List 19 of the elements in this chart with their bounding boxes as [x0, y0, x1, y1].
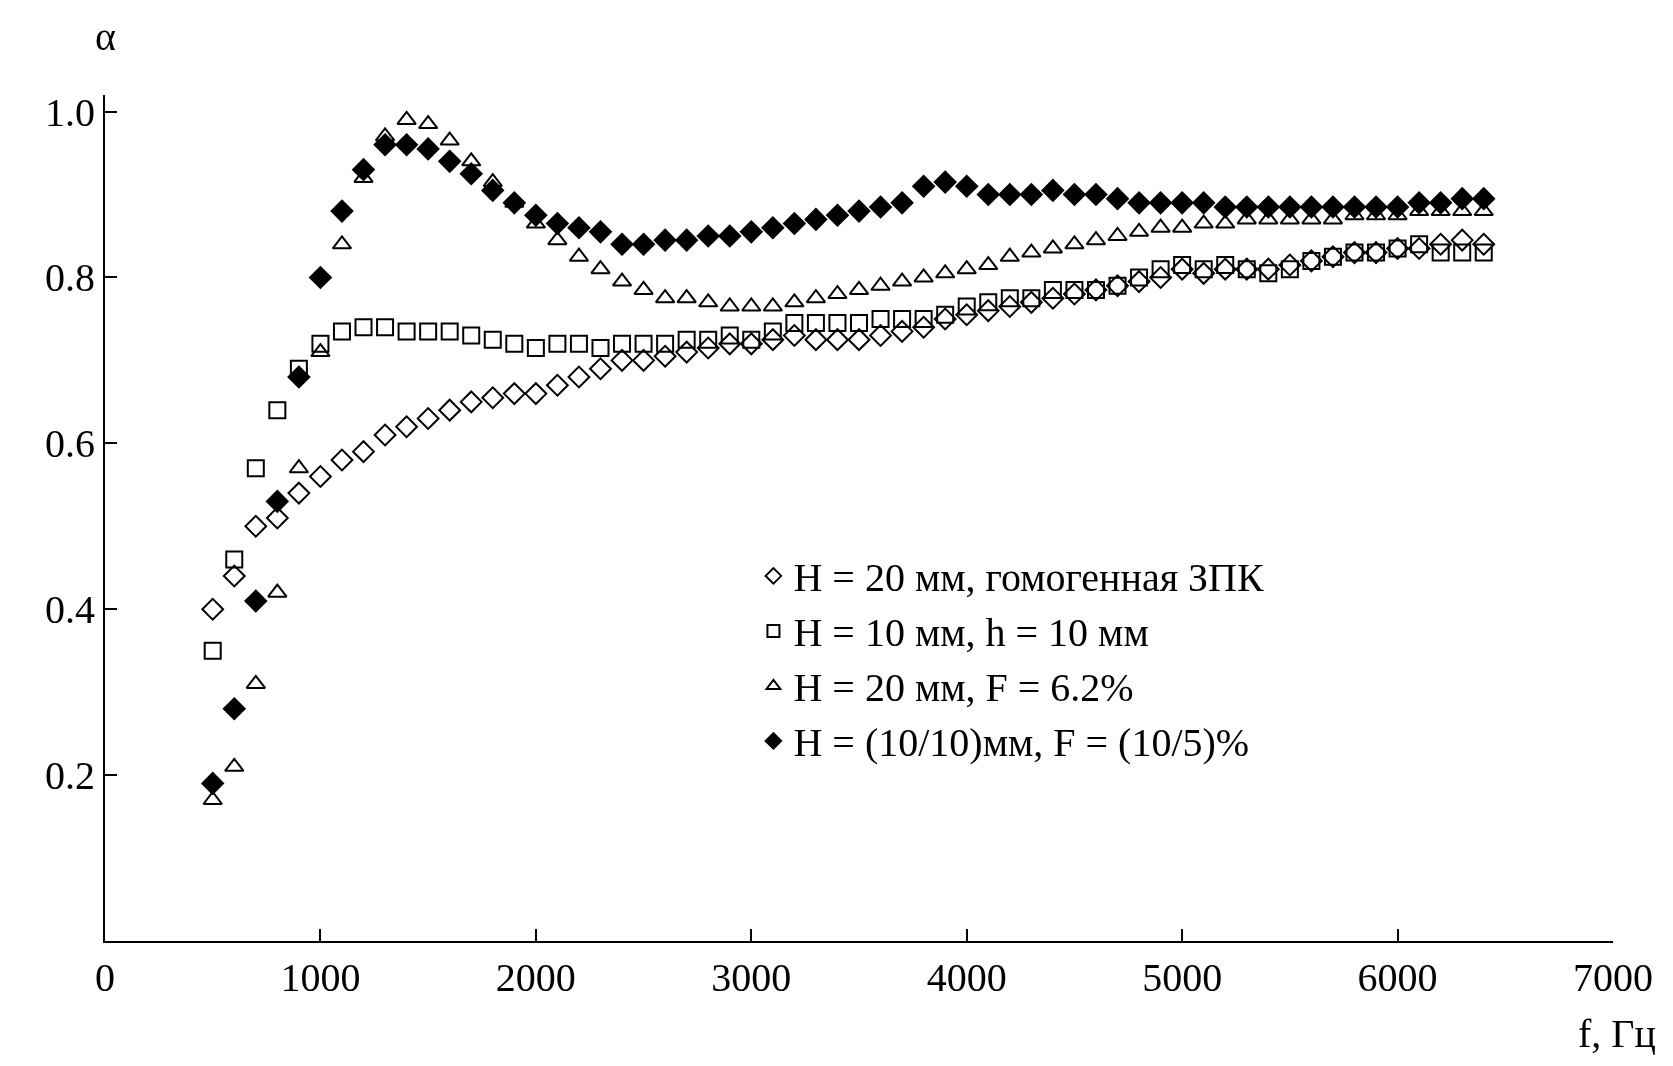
y-tick-label: 0.8 [45, 255, 95, 301]
y-tick-label: 0.2 [45, 753, 95, 799]
x-tick-label: 5000 [1142, 955, 1223, 1000]
x-axis-title: f, Гц [1578, 1011, 1656, 1056]
x-tick-label: 7000 [1573, 955, 1653, 1000]
x-tick-label: 4000 [926, 955, 1007, 1000]
x-tick-label: 1000 [280, 955, 361, 1000]
x-tick-label: 2000 [495, 955, 576, 1000]
y-axis-title: α [95, 14, 116, 59]
x-tick-label: 0 [95, 955, 115, 1000]
y-tick-label: 0.4 [45, 587, 95, 633]
x-tick-label: 6000 [1357, 955, 1438, 1000]
legend-label: H = (10/10)мм, F = (10/5)% [793, 720, 1250, 766]
legend-label: H = 10 мм, h = 10 мм [793, 610, 1149, 656]
y-tick-label: 1.0 [45, 89, 95, 135]
y-tick-label: 0.6 [45, 421, 95, 467]
x-tick-label: 3000 [711, 955, 792, 1000]
legend-label: H = 20 мм, F = 6.2% [793, 665, 1134, 711]
legend-label: H = 20 мм, гомогенная ЗПК [793, 555, 1264, 601]
